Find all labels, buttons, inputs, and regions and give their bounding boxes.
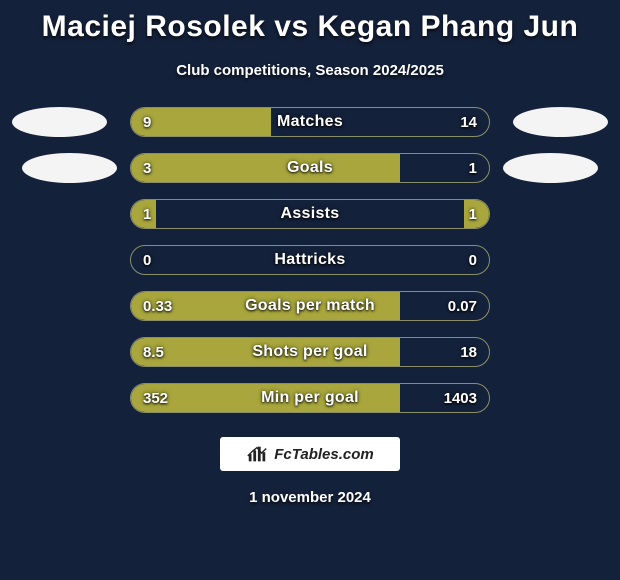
metric-label: Goals [131,154,489,182]
date-label: 1 november 2024 [0,489,620,506]
metric-label: Matches [131,108,489,136]
stat-rows: 914Matches 31Goals 11Assists 00Hattricks 0.3… [0,107,620,413]
right-team-logo [503,153,598,183]
stat-row: 3521403Min per goal [130,383,490,413]
stat-row: 00Hattricks [130,245,490,275]
stat-row: 0.330.07Goals per match [130,291,490,321]
stat-row: 31Goals [130,153,490,183]
metric-label: Hattricks [131,246,489,274]
stat-row: 11Assists [130,199,490,229]
metric-label: Assists [131,200,489,228]
page-title: Maciej Rosolek vs Kegan Phang Jun [0,0,620,44]
left-team-logo [22,153,117,183]
comparison-chart: 914Matches 31Goals 11Assists 00Hattricks 0.3… [0,107,620,413]
chart-icon [246,443,268,465]
metric-label: Goals per match [131,292,489,320]
left-team-logo [12,107,107,137]
stat-row: 914Matches [130,107,490,137]
right-team-logo [513,107,608,137]
metric-label: Shots per goal [131,338,489,366]
stat-row: 8.518Shots per goal [130,337,490,367]
subtitle: Club competitions, Season 2024/2025 [0,62,620,79]
brand-badge[interactable]: FcTables.com [220,437,400,471]
brand-text: FcTables.com [274,446,373,463]
metric-label: Min per goal [131,384,489,412]
